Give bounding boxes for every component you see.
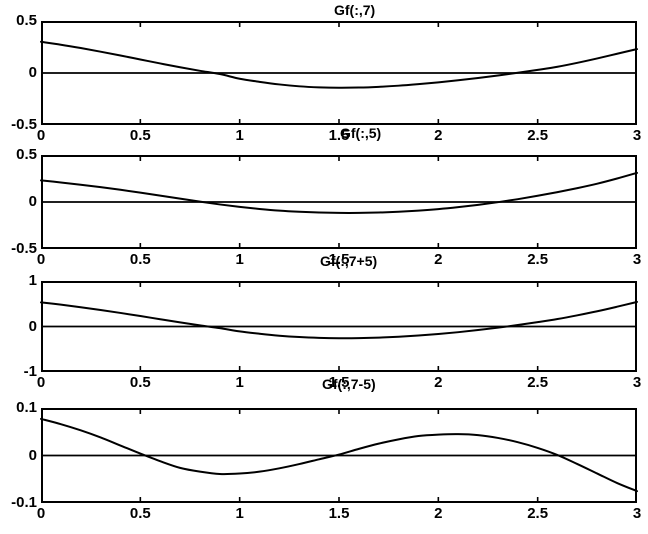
plot-axes-4 xyxy=(41,408,637,503)
plot-canvas-4 xyxy=(40,408,638,503)
ytick-label: 0.1 xyxy=(16,399,37,416)
xtick-label: 2 xyxy=(434,374,443,391)
xtick-label: 2.5 xyxy=(527,251,549,268)
ytick-label: 0.5 xyxy=(16,146,37,163)
panel-title-3: Gf(:,7+5) xyxy=(320,253,378,269)
ytick-label: 0.5 xyxy=(16,12,37,29)
xtick-label: 0 xyxy=(36,374,46,391)
panel-title-4: Gf(:,7-5) xyxy=(322,376,376,392)
ytick-label: -0.1 xyxy=(11,494,37,511)
xtick-label: 2 xyxy=(434,505,443,522)
plot-canvas-3 xyxy=(40,281,638,372)
ytick-label: 0 xyxy=(28,64,37,81)
data-curve-2 xyxy=(40,171,638,214)
ytick-label: -1 xyxy=(23,363,37,380)
ytick-label: 0 xyxy=(28,317,37,335)
xtick-label: 3 xyxy=(632,251,642,268)
panel-title-2: Gf(:,5) xyxy=(340,125,382,141)
xtick-label: 3 xyxy=(632,374,642,391)
plot-canvas-1 xyxy=(40,21,638,125)
xtick-label: 1 xyxy=(235,127,244,144)
data-curve-4 xyxy=(40,417,638,493)
xtick-label: 1.5 xyxy=(328,374,350,391)
xtick-label: 0 xyxy=(36,505,46,522)
ytick-label: -0.5 xyxy=(11,240,37,257)
xtick-label: 1.5 xyxy=(328,251,350,268)
xtick-label: 1.5 xyxy=(328,505,350,522)
xtick-label: 2 xyxy=(434,127,443,144)
xtick-label: 2.5 xyxy=(527,505,549,522)
xtick-label: 1 xyxy=(235,374,244,391)
xtick-label: 0 xyxy=(36,251,46,268)
xtick-label: 2.5 xyxy=(527,127,549,144)
xtick-label: 0.5 xyxy=(129,505,151,522)
data-curve-3 xyxy=(40,300,638,340)
xtick-label: 1.5 xyxy=(328,127,350,144)
ytick-label: -0.5 xyxy=(11,116,37,133)
xtick-label: 0.5 xyxy=(129,251,151,268)
ytick-label: 1 xyxy=(28,272,37,289)
plot-axes-1 xyxy=(41,21,637,125)
xtick-label: 3 xyxy=(632,505,642,522)
plot-axes-3 xyxy=(41,281,637,372)
panel-title-1: Gf(:,7) xyxy=(334,2,376,18)
xtick-label: 1 xyxy=(235,505,244,522)
xtick-label: 0 xyxy=(36,127,46,144)
plot-axes-2 xyxy=(41,155,637,249)
xtick-label: 1 xyxy=(235,251,244,268)
plot-canvas-2 xyxy=(40,155,638,249)
xtick-label: 0.5 xyxy=(129,374,151,391)
xtick-label: 3 xyxy=(632,127,642,144)
ytick-label: 0 xyxy=(28,446,37,464)
ytick-label: 0 xyxy=(28,193,37,210)
xtick-label: 2 xyxy=(434,251,443,268)
xtick-label: 2.5 xyxy=(527,374,549,391)
xtick-label: 0.5 xyxy=(129,127,151,144)
data-curve-1 xyxy=(40,40,638,89)
